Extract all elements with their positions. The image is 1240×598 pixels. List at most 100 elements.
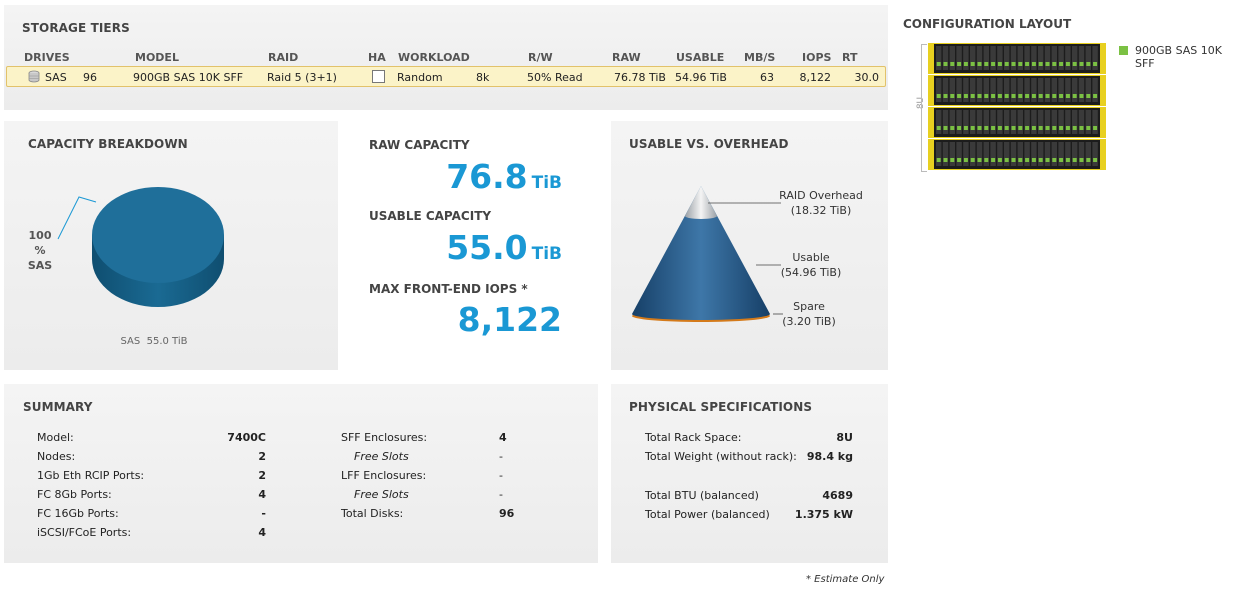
usable-value: (54.96 TiB) [780, 266, 842, 279]
header-ha: HA [368, 51, 386, 64]
pie-slice-label: 100 % SAS [22, 228, 58, 273]
lff-enclosures-label: LFF Enclosures: [341, 469, 427, 482]
block-size: 8k [476, 71, 490, 84]
pie-slice-name: SAS [27, 259, 53, 272]
usable-name: Usable [792, 251, 830, 264]
read-write: 50% Read [527, 71, 583, 84]
summary-title: SUMMARY [23, 400, 93, 414]
total-btu-value: 4689 [822, 489, 853, 502]
header-usable: USABLE [676, 51, 725, 64]
overhead-cone-chart [632, 186, 770, 322]
legend-label: 900GB SAS 10K SFF [1135, 44, 1222, 70]
raw-capacity-label: RAW CAPACITY [369, 138, 470, 152]
sff-enclosure [928, 107, 1106, 138]
header-model: MODEL [135, 51, 179, 64]
header-workload: WORKLOAD [398, 51, 470, 64]
max-iops-label: MAX FRONT-END IOPS * [369, 282, 528, 296]
total-weight-label: Total Weight (without rack): [645, 450, 797, 463]
pie-slice-sas [92, 187, 224, 283]
usable-capacity-number: 55.0 [446, 228, 528, 267]
workload: Random [397, 71, 443, 84]
raid-level: Raid 5 (3+1) [267, 71, 337, 84]
pie-leader-line [57, 196, 97, 240]
raw-capacity-number: 76.8 [446, 157, 528, 196]
spare-name: Spare [793, 300, 825, 313]
usable-label: Usable (54.96 TiB) [761, 250, 861, 280]
fc8-ports-label: FC 8Gb Ports: [37, 488, 112, 501]
total-btu-label: Total BTU (balanced) [645, 489, 759, 502]
sff-free-slots-label: Free Slots [354, 450, 409, 463]
eth-ports-value: 2 [258, 469, 266, 482]
sff-enclosure [928, 139, 1106, 170]
raw-capacity-value: 76.8 TiB [446, 160, 562, 193]
lff-free-slots-value: - [499, 488, 503, 501]
summary-panel: SUMMARY Model: 7400C Nodes: 2 1Gb Eth RC… [4, 384, 598, 563]
sff-enclosures-value: 4 [499, 431, 507, 444]
eth-ports-label: 1Gb Eth RCIP Ports: [37, 469, 145, 482]
physical-specifications-title: PHYSICAL SPECIFICATIONS [629, 400, 813, 414]
fc16-ports-value: - [261, 507, 266, 520]
legend-swatch [1119, 46, 1128, 55]
response-time: 30.0 [854, 71, 880, 84]
physical-specifications-panel: PHYSICAL SPECIFICATIONS Total Rack Space… [611, 384, 888, 563]
usable-capacity-label: USABLE CAPACITY [369, 209, 492, 223]
storage-tiers-title: STORAGE TIERS [22, 21, 130, 35]
configuration-layout-title: CONFIGURATION LAYOUT [903, 17, 1072, 31]
sff-enclosure [928, 75, 1106, 106]
usable-capacity-value: 55.0 TiB [446, 231, 562, 264]
header-iops: IOPS [802, 51, 832, 64]
lff-enclosures-value: - [499, 469, 503, 482]
nodes-label: Nodes: [37, 450, 76, 463]
header-drives: DRIVES [24, 51, 70, 64]
estimate-footnote: * Estimate Only [806, 574, 885, 585]
raid-overhead-label: RAID Overhead (18.32 TiB) [771, 188, 871, 218]
raid-overhead-name: RAID Overhead [779, 189, 863, 202]
cone-usable-segment [632, 186, 770, 320]
drive-type: SAS [45, 71, 67, 84]
total-power-label: Total Power (balanced) [645, 508, 770, 521]
rack-space-value: 8U [836, 431, 853, 444]
disk-icon [28, 70, 40, 86]
total-weight-value: 98.4 kg [806, 450, 853, 463]
storage-tiers-panel: STORAGE TIERS DRIVES MODEL RAID HA WORKL… [4, 5, 888, 110]
raw-capacity-unit: TiB [531, 173, 562, 193]
lff-free-slots-label: Free Slots [354, 488, 409, 501]
ha-checkbox[interactable] [372, 70, 385, 83]
capacity-footer: SAS 55.0 TiB [120, 336, 188, 347]
usable-capacity-unit: TiB [531, 244, 562, 264]
model-value: 7400C [227, 431, 266, 444]
header-rw: R/W [528, 51, 553, 64]
mbs: 63 [760, 71, 774, 84]
iops: 8,122 [799, 71, 832, 84]
sff-enclosure [928, 43, 1106, 74]
rack-diagram [928, 43, 1106, 170]
nodes-value: 2 [258, 450, 266, 463]
raw-capacity: 76.78 TiB [614, 71, 666, 84]
usable-capacity: 54.96 TiB [675, 71, 727, 84]
sff-free-slots-value: - [499, 450, 503, 463]
max-iops-value: 8,122 [457, 300, 562, 339]
cone-leader-lines [708, 202, 783, 315]
capacity-pie-chart [57, 187, 224, 307]
drive-model: 900GB SAS 10K SFF [133, 71, 244, 84]
total-power-value: 1.375 kW [794, 508, 853, 521]
tier-row[interactable]: SAS 96 900GB SAS 10K SFF Raid 5 (3+1) Ra… [6, 66, 886, 87]
fc8-ports-value: 4 [258, 488, 266, 501]
raid-overhead-value: (18.32 TiB) [790, 204, 852, 217]
iscsi-ports-value: 4 [258, 526, 266, 539]
header-raw: RAW [612, 51, 641, 64]
header-raid: RAID [268, 51, 299, 64]
sff-enclosures-label: SFF Enclosures: [341, 431, 428, 444]
header-mbs: MB/S [744, 51, 776, 64]
drive-count: 96 [83, 71, 97, 84]
rack-space-label: Total Rack Space: [645, 431, 742, 444]
capacity-metrics: RAW CAPACITY 76.8 TiB USABLE CAPACITY 55.… [360, 121, 590, 370]
spare-value: (3.20 TiB) [782, 315, 836, 328]
capacity-breakdown-panel: CAPACITY BREAKDOWN 100 % SAS SAS 55.0 Ti… [4, 121, 338, 370]
cone-raid-segment [685, 186, 717, 219]
usable-vs-overhead-panel: USABLE VS. OVERHEAD RAID Overhead (18.32… [611, 121, 888, 370]
capacity-breakdown-title: CAPACITY BREAKDOWN [28, 137, 188, 151]
fc16-ports-label: FC 16Gb Ports: [37, 507, 119, 520]
usable-vs-overhead-title: USABLE VS. OVERHEAD [629, 137, 789, 151]
iscsi-ports-label: iSCSI/FCoE Ports: [37, 526, 132, 539]
